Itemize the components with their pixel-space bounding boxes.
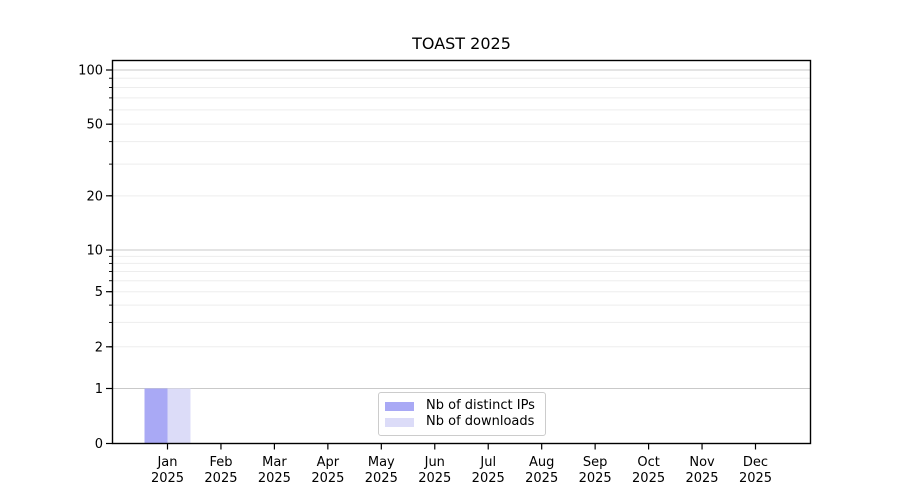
x-tick-label-year: 2025	[311, 471, 344, 486]
x-tick-label-year: 2025	[579, 471, 612, 486]
y-tick-label: 100	[78, 64, 103, 79]
x-tick-label-year: 2025	[685, 471, 718, 486]
x-tick-label-month: Nov	[689, 455, 715, 470]
x-tick-label-year: 2025	[739, 471, 772, 486]
x-tick-label-month: Jan	[156, 455, 177, 470]
y-tick-label: 20	[86, 189, 103, 204]
legend-label-distinct-ips: Nb of distinct IPs	[426, 398, 535, 413]
y-tick-label: 50	[86, 118, 103, 133]
legend-label-downloads: Nb of downloads	[426, 414, 535, 429]
legend-item-downloads: Nb of downloads	[385, 414, 538, 430]
x-tick-label-month: Dec	[743, 455, 768, 470]
x-tick-label-year: 2025	[472, 471, 505, 486]
x-tick-label-month: Feb	[209, 455, 232, 470]
y-tick-label: 5	[95, 285, 103, 300]
bar-distinct-ips-jan	[144, 388, 168, 444]
x-tick-label-month: Aug	[529, 455, 554, 470]
y-tick-label: 10	[86, 244, 103, 259]
legend: Nb of distinct IPs Nb of downloads	[378, 392, 546, 436]
legend-item-distinct-ips: Nb of distinct IPs	[385, 398, 538, 414]
x-tick-label-month: Sep	[583, 455, 608, 470]
x-tick-label-year: 2025	[418, 471, 451, 486]
legend-swatch-downloads-icon	[385, 417, 414, 427]
chart-title: TOAST 2025	[412, 34, 511, 53]
x-tick-label-month: Jul	[479, 455, 496, 470]
plot-border	[111, 59, 812, 445]
y-tick-label: 2	[95, 340, 103, 355]
legend-swatch-distinct-ips-icon	[385, 401, 414, 411]
x-tick-label-year: 2025	[632, 471, 665, 486]
y-tick-label: 1	[95, 382, 103, 397]
x-tick-label-year: 2025	[258, 471, 291, 486]
x-tick-label-month: Jun	[424, 455, 445, 470]
x-tick-label-month: May	[368, 455, 395, 470]
x-tick-label-year: 2025	[151, 471, 184, 486]
x-tick-label-month: Mar	[262, 455, 287, 470]
x-tick-label-year: 2025	[204, 471, 237, 486]
bar-downloads-jan	[167, 388, 191, 444]
x-tick-label-year: 2025	[365, 471, 398, 486]
y-tick-label: 0	[95, 437, 103, 452]
x-tick-label-month: Apr	[317, 455, 340, 470]
x-tick-label-year: 2025	[525, 471, 558, 486]
x-tick-label-month: Oct	[637, 455, 659, 470]
